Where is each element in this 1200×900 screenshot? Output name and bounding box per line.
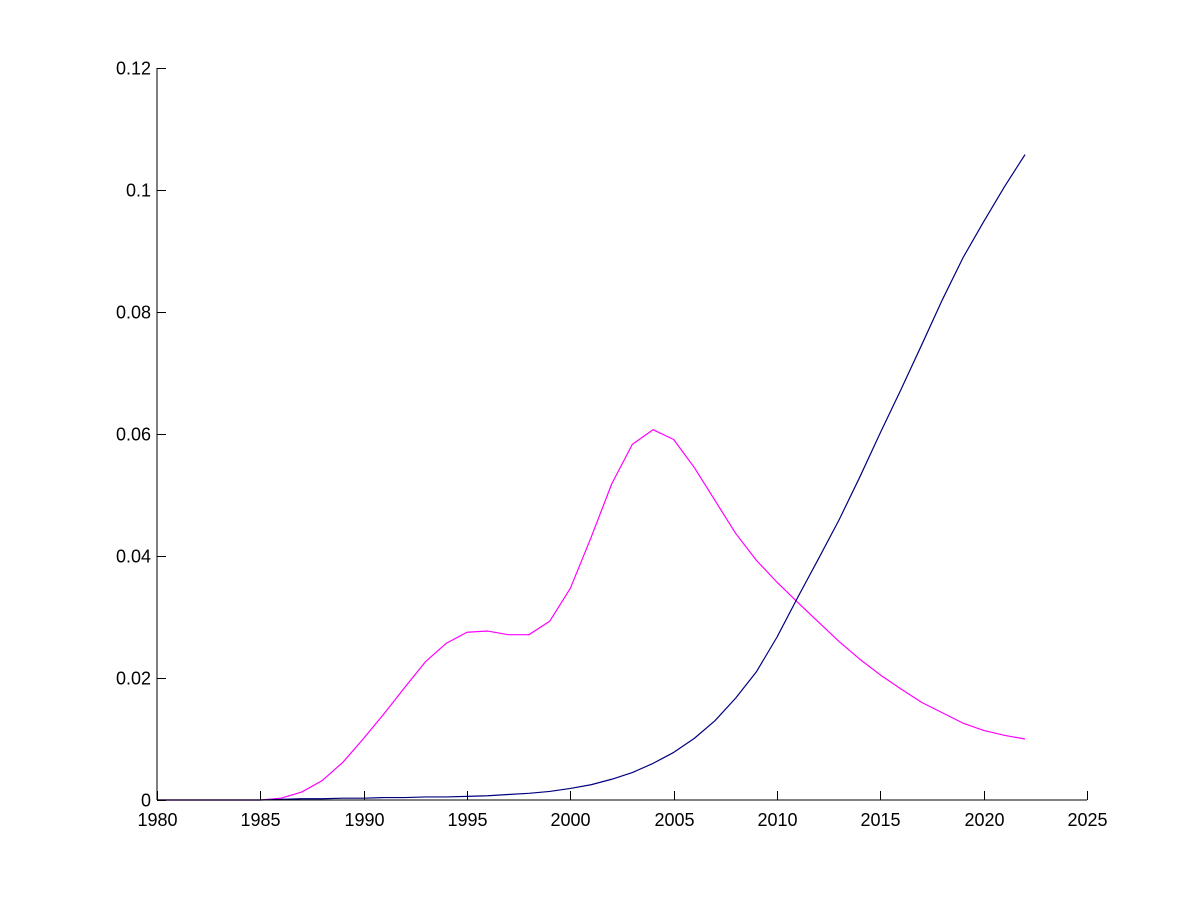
x-ticks: 1980 1985 1990 1995 2000 2005 2010 2015 2020 2025 bbox=[137, 791, 1108, 830]
y-tick-label: 0.1 bbox=[126, 181, 151, 201]
series-line-1 bbox=[157, 429, 1026, 801]
x-tick-label: 2015 bbox=[860, 810, 900, 830]
x-tick-label: 1995 bbox=[447, 810, 487, 830]
x-tick-label: 2000 bbox=[550, 810, 590, 830]
series-layer bbox=[157, 154, 1026, 801]
y-tick-label: 0 bbox=[141, 791, 151, 811]
series-line-2 bbox=[157, 154, 1026, 801]
y-tick-label: 0.12 bbox=[116, 59, 151, 79]
x-tick-label: 2010 bbox=[757, 810, 797, 830]
y-tick-label: 0.02 bbox=[116, 669, 151, 689]
x-tick-label: 1980 bbox=[137, 810, 177, 830]
y-tick-label: 0.04 bbox=[116, 547, 151, 567]
x-tick-label: 1985 bbox=[240, 810, 280, 830]
x-tick-label: 2025 bbox=[1067, 810, 1107, 830]
y-tick-label: 0.08 bbox=[116, 303, 151, 323]
x-tick-label: 2020 bbox=[964, 810, 1004, 830]
x-tick-label: 1990 bbox=[344, 810, 384, 830]
x-tick-label: 2005 bbox=[654, 810, 694, 830]
y-tick-label: 0.06 bbox=[116, 425, 151, 445]
y-ticks: 0 0.02 0.04 0.06 0.08 0.1 0.12 bbox=[116, 59, 166, 811]
